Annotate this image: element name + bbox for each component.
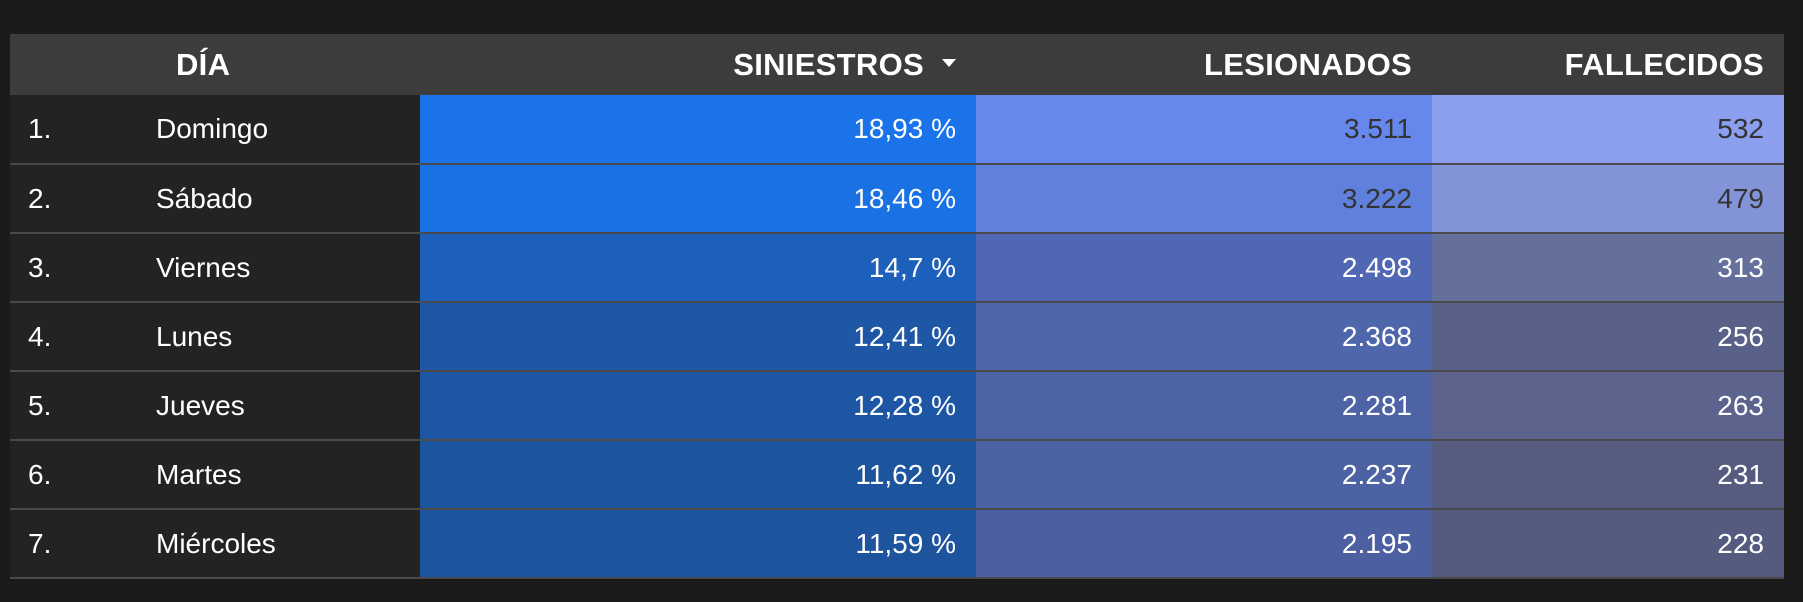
header-siniestros[interactable]: SINIESTROS — [420, 34, 976, 95]
row-dia: Sábado — [156, 164, 420, 234]
table-row: 4. Lunes 12,41 % 2.368 256 — [10, 302, 1784, 372]
row-dia: Martes — [156, 440, 420, 510]
row-lesionados: 2.237 — [976, 440, 1432, 510]
header-index — [10, 34, 156, 95]
table-body: 1. Domingo 18,93 % 3.511 532 2. Sábado 18,46 % 3… — [10, 95, 1784, 579]
row-fallecidos: 228 — [1432, 509, 1784, 579]
row-lesionados: 2.195 — [976, 509, 1432, 579]
row-siniestros: 11,62 % — [420, 440, 976, 510]
row-index: 7. — [10, 509, 156, 579]
row-fallecidos: 313 — [1432, 233, 1784, 303]
row-fallecidos: 263 — [1432, 371, 1784, 441]
row-fallecidos: 231 — [1432, 440, 1784, 510]
header-dia[interactable]: DÍA — [156, 34, 420, 95]
row-index: 2. — [10, 164, 156, 234]
header-fallecidos[interactable]: FALLECIDOS — [1432, 34, 1784, 95]
row-index: 1. — [10, 95, 156, 165]
row-siniestros: 11,59 % — [420, 509, 976, 579]
header-lesionados-label: LESIONADOS — [1204, 46, 1412, 82]
row-lesionados: 2.498 — [976, 233, 1432, 303]
row-fallecidos: 479 — [1432, 164, 1784, 234]
row-index: 4. — [10, 302, 156, 372]
table-row: 3. Viernes 14,7 % 2.498 313 — [10, 233, 1784, 303]
row-index: 5. — [10, 371, 156, 441]
row-lesionados: 3.511 — [976, 95, 1432, 165]
row-dia: Lunes — [156, 302, 420, 372]
row-lesionados: 3.222 — [976, 164, 1432, 234]
table-row: 2. Sábado 18,46 % 3.222 479 — [10, 164, 1784, 234]
header-fallecidos-label: FALLECIDOS — [1564, 46, 1764, 82]
row-fallecidos: 256 — [1432, 302, 1784, 372]
row-siniestros: 12,28 % — [420, 371, 976, 441]
row-siniestros: 18,93 % — [420, 95, 976, 165]
table-header-row: DÍA SINIESTROS LESIONADOS FALLECIDOS — [10, 34, 1784, 95]
row-siniestros: 18,46 % — [420, 164, 976, 234]
row-siniestros: 14,7 % — [420, 233, 976, 303]
header-dia-label: DÍA — [176, 46, 231, 82]
table-row: 6. Martes 11,62 % 2.237 231 — [10, 440, 1784, 510]
row-dia: Domingo — [156, 95, 420, 165]
row-siniestros: 12,41 % — [420, 302, 976, 372]
row-index: 3. — [10, 233, 156, 303]
caret-down-icon[interactable] — [942, 59, 956, 68]
row-dia: Viernes — [156, 233, 420, 303]
header-lesionados[interactable]: LESIONADOS — [976, 34, 1432, 95]
row-index: 6. — [10, 440, 156, 510]
row-lesionados: 2.281 — [976, 371, 1432, 441]
heatmap-table: DÍA SINIESTROS LESIONADOS FALLECIDOS 1. D… — [10, 34, 1784, 579]
header-siniestros-label: SINIESTROS — [733, 46, 924, 82]
row-fallecidos: 532 — [1432, 95, 1784, 165]
table-row: 5. Jueves 12,28 % 2.281 263 — [10, 371, 1784, 441]
row-dia: Jueves — [156, 371, 420, 441]
table-row: 1. Domingo 18,93 % 3.511 532 — [10, 95, 1784, 165]
table-row: 7. Miércoles 11,59 % 2.195 228 — [10, 509, 1784, 579]
row-lesionados: 2.368 — [976, 302, 1432, 372]
row-dia: Miércoles — [156, 509, 420, 579]
